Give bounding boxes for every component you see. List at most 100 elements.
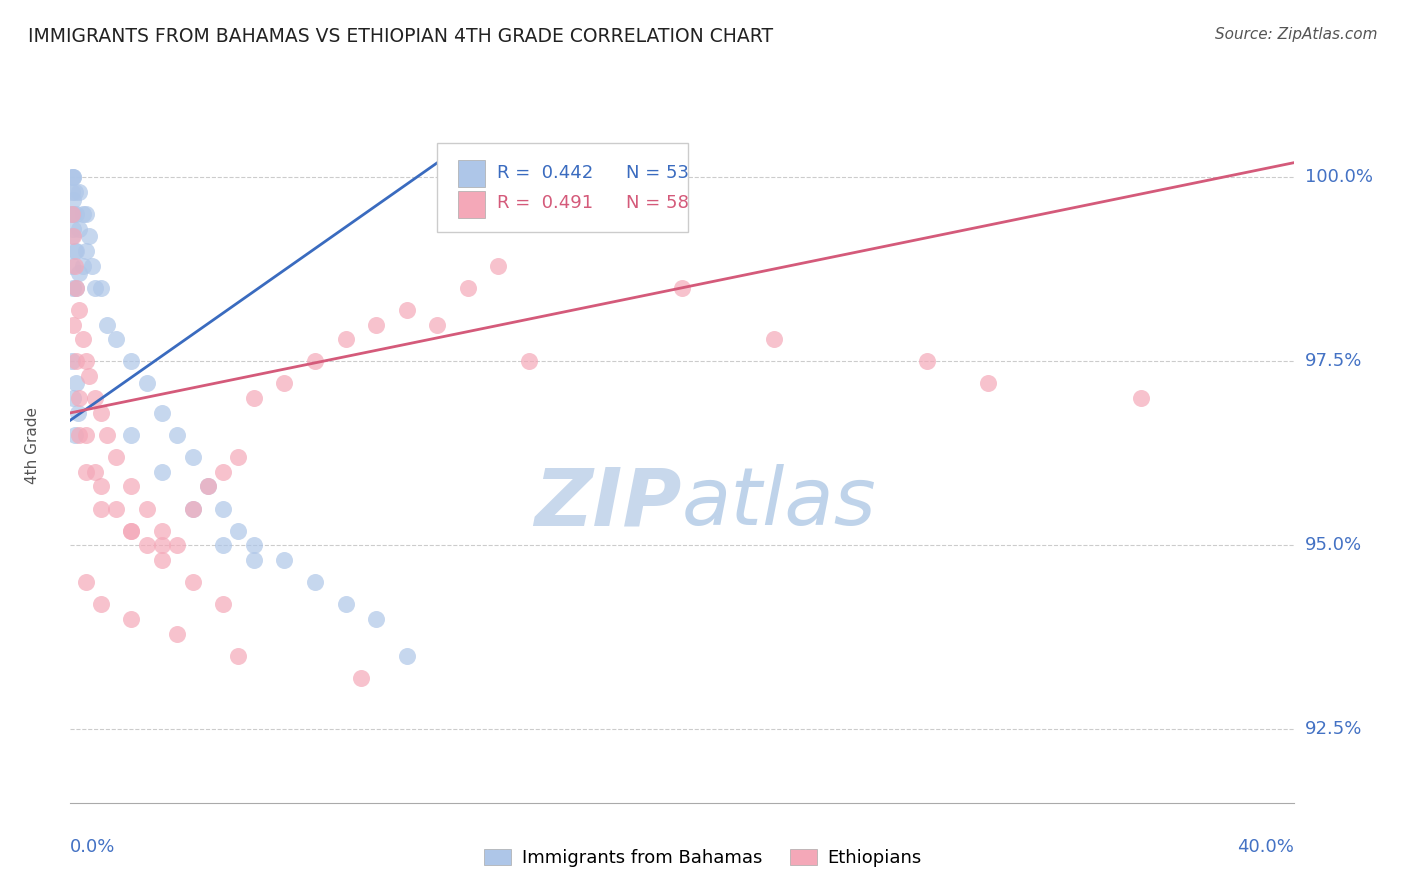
Point <box>228 648 250 663</box>
Point <box>457 281 479 295</box>
Point <box>96 428 118 442</box>
Point <box>366 318 388 332</box>
Point <box>90 281 112 295</box>
Text: R =  0.491: R = 0.491 <box>498 194 593 212</box>
Text: 0.0%: 0.0% <box>70 838 115 856</box>
Point <box>197 479 219 493</box>
Point <box>80 259 103 273</box>
Text: ZIP: ZIP <box>534 464 682 542</box>
Point <box>69 391 91 405</box>
Point <box>1129 391 1152 405</box>
Point <box>243 553 266 567</box>
Point <box>212 597 235 611</box>
Point <box>105 450 128 464</box>
Point <box>121 354 143 368</box>
Point <box>135 501 157 516</box>
Point <box>60 354 83 368</box>
Point <box>915 354 938 368</box>
Point <box>83 281 105 295</box>
Point <box>150 465 173 479</box>
Point <box>66 406 89 420</box>
Point <box>228 524 250 538</box>
Point <box>150 553 173 567</box>
Text: 95.0%: 95.0% <box>1305 536 1362 554</box>
Point <box>212 538 235 552</box>
Point <box>150 406 173 420</box>
Point <box>105 501 128 516</box>
Point <box>69 222 91 236</box>
Point <box>181 575 204 590</box>
Point <box>135 538 157 552</box>
FancyBboxPatch shape <box>437 143 688 232</box>
Point <box>273 376 295 391</box>
Point <box>83 391 105 405</box>
Point <box>212 465 235 479</box>
Point <box>63 185 86 199</box>
Point <box>60 185 83 199</box>
Point <box>488 259 510 273</box>
Point <box>181 450 204 464</box>
Point <box>243 391 266 405</box>
Point <box>228 450 250 464</box>
Point <box>121 479 143 493</box>
Point <box>273 553 295 567</box>
Point <box>83 465 105 479</box>
Point <box>75 244 97 258</box>
Point <box>181 501 204 516</box>
Point <box>65 207 87 221</box>
Point <box>166 428 188 442</box>
Text: 92.5%: 92.5% <box>1305 720 1362 739</box>
Point <box>62 229 84 244</box>
Bar <box>458 160 485 187</box>
Point <box>166 538 188 552</box>
Point <box>304 354 326 368</box>
Point <box>62 318 84 332</box>
Point <box>135 376 157 391</box>
Text: N = 58: N = 58 <box>626 194 689 212</box>
Point <box>63 428 86 442</box>
Point <box>150 538 173 552</box>
Point <box>976 376 998 391</box>
Point <box>62 170 84 185</box>
Point <box>60 207 83 221</box>
Text: 97.5%: 97.5% <box>1305 352 1362 370</box>
Point <box>77 229 100 244</box>
Point <box>90 406 112 420</box>
Point <box>90 597 112 611</box>
Point <box>62 222 84 236</box>
Text: IMMIGRANTS FROM BAHAMAS VS ETHIOPIAN 4TH GRADE CORRELATION CHART: IMMIGRANTS FROM BAHAMAS VS ETHIOPIAN 4TH… <box>28 27 773 45</box>
Point <box>69 302 91 317</box>
Legend: Immigrants from Bahamas, Ethiopians: Immigrants from Bahamas, Ethiopians <box>477 841 929 874</box>
Point <box>335 597 357 611</box>
Point <box>60 229 83 244</box>
Point <box>671 281 693 295</box>
Text: 40.0%: 40.0% <box>1237 838 1294 856</box>
Text: 4th Grade: 4th Grade <box>25 408 39 484</box>
Point <box>517 354 540 368</box>
Point <box>60 170 83 185</box>
Point <box>63 244 86 258</box>
Point <box>166 626 188 640</box>
Point <box>60 259 83 273</box>
Point <box>121 524 143 538</box>
Point <box>62 170 84 185</box>
Bar <box>458 191 485 218</box>
Point <box>65 354 87 368</box>
Point <box>75 575 97 590</box>
Point <box>62 207 84 221</box>
Point <box>72 332 94 346</box>
Text: N = 53: N = 53 <box>626 164 689 182</box>
Point <box>90 479 112 493</box>
Point <box>77 369 100 384</box>
Point <box>72 259 94 273</box>
Point <box>65 281 87 295</box>
Point <box>65 281 87 295</box>
Point <box>62 391 84 405</box>
Point <box>366 612 388 626</box>
Point <box>121 428 143 442</box>
Point <box>335 332 357 346</box>
Point <box>426 318 449 332</box>
Point <box>63 259 86 273</box>
Point <box>69 266 91 280</box>
Point <box>75 465 97 479</box>
